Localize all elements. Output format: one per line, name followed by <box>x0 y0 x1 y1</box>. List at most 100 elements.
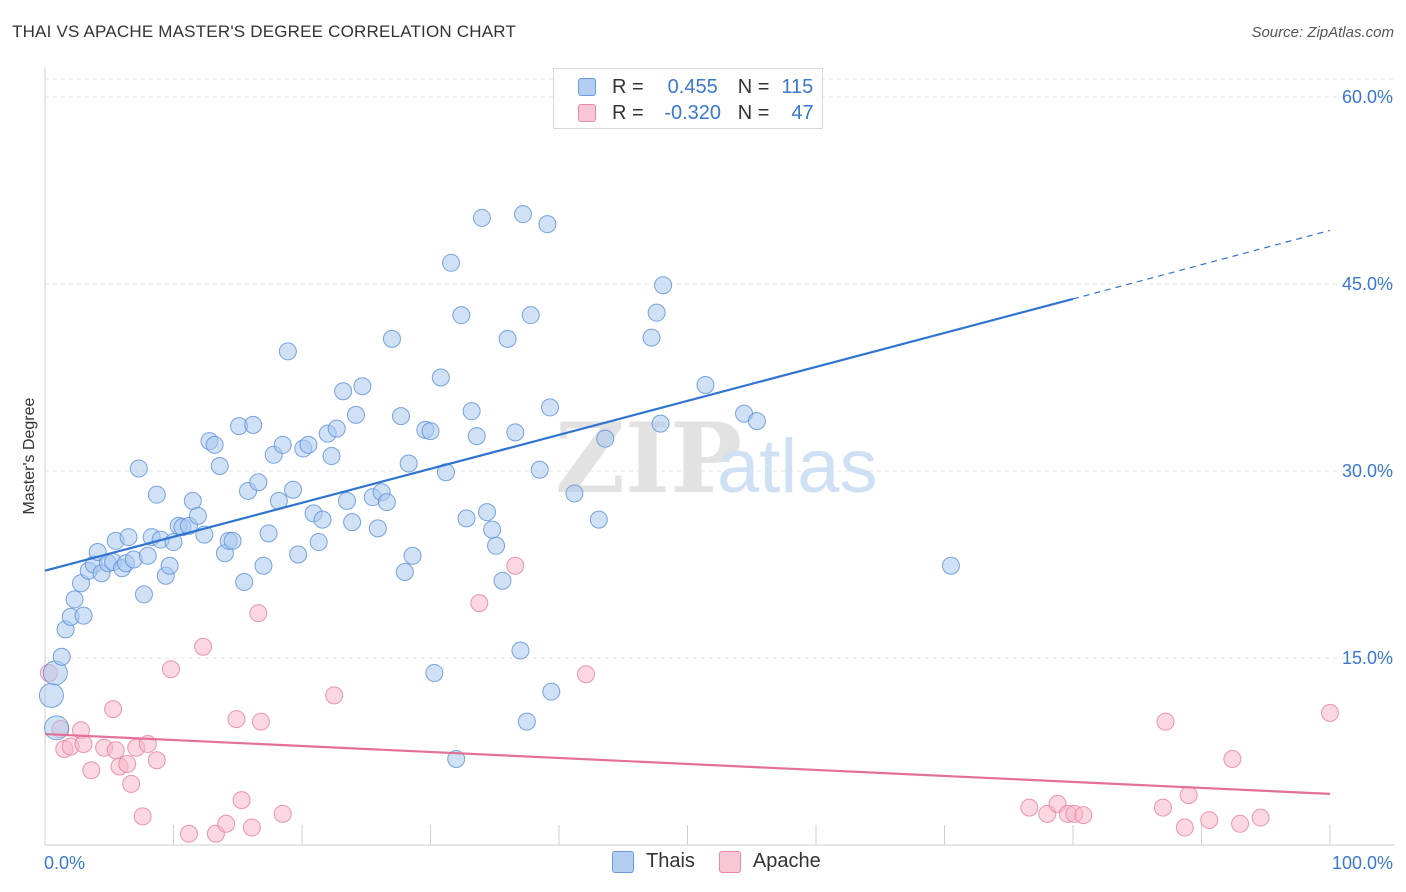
apache-point <box>227 710 246 729</box>
thais-point <box>747 412 766 431</box>
apache-point <box>104 700 123 719</box>
thais-point <box>65 590 84 609</box>
thais-point <box>541 398 560 417</box>
thais-point <box>38 682 64 708</box>
thais-point <box>530 460 549 479</box>
thais-point <box>313 510 332 529</box>
thais-point <box>129 459 148 478</box>
legend-item-thais[interactable]: Thais <box>612 850 695 873</box>
apache-point <box>1251 808 1270 827</box>
thais-point <box>589 510 608 529</box>
thais-swatch <box>578 78 596 96</box>
n-label: N = <box>737 75 770 98</box>
apache-point <box>273 804 292 823</box>
thais-point <box>696 375 715 394</box>
thais-point <box>74 606 93 625</box>
thais-point <box>337 491 356 510</box>
r-label: R = <box>612 101 644 124</box>
thais-point <box>462 402 481 421</box>
thais-point <box>487 536 506 555</box>
series-legend: Thais Apache <box>612 850 845 873</box>
apache-point <box>249 604 268 623</box>
apache-point <box>147 751 166 770</box>
thais-point <box>273 435 292 454</box>
thais-point <box>343 513 362 532</box>
grid-lines <box>45 78 1395 659</box>
thais-point <box>259 524 278 543</box>
apache-point <box>1153 798 1172 817</box>
thais-point <box>506 423 525 442</box>
apache-point <box>74 735 93 754</box>
thais-series <box>38 205 960 768</box>
thais-point <box>160 556 179 575</box>
apache-series <box>39 556 1339 843</box>
apache-point <box>232 791 251 810</box>
thais-trend-projection <box>1072 229 1331 300</box>
y-tick-label: 60.0% <box>1342 87 1393 107</box>
apache-point <box>325 686 344 705</box>
thais-point <box>565 484 584 503</box>
thais-swatch <box>612 850 634 873</box>
thais-point <box>235 572 254 591</box>
thais-point <box>138 546 157 565</box>
apache-point <box>161 660 180 679</box>
x-tick-label-min: 0.0% <box>44 853 85 873</box>
thais-point <box>493 571 512 590</box>
thais-point <box>244 415 263 434</box>
y-tick-label: 15.0% <box>1342 648 1393 668</box>
apache-point <box>1020 798 1039 817</box>
thais-point <box>223 531 242 550</box>
thais-point <box>538 215 557 234</box>
apache-point <box>1175 818 1194 837</box>
thais-point <box>514 205 533 224</box>
thais-point <box>542 682 561 701</box>
thais-point <box>457 509 476 528</box>
r-label: R = <box>612 75 644 98</box>
thais-point <box>205 435 224 454</box>
thais-point <box>447 749 466 768</box>
legend-label-apache: Apache <box>752 850 821 872</box>
thais-point <box>334 382 353 401</box>
thais-point <box>395 562 414 581</box>
thais-point <box>651 414 670 433</box>
thais-point <box>368 519 387 538</box>
thais-point <box>647 303 666 322</box>
thais-point <box>517 712 536 731</box>
thais-point <box>188 506 207 525</box>
thais-point <box>442 253 461 272</box>
legend-row-apache: R = -0.320 N = 47 <box>578 102 814 124</box>
r-value: 0.455 <box>667 75 718 98</box>
thais-point <box>322 447 341 466</box>
legend-item-apache[interactable]: Apache <box>718 850 821 873</box>
thais-point <box>399 454 418 473</box>
apache-point <box>133 807 152 826</box>
thais-point <box>941 556 960 575</box>
thais-point <box>353 377 372 396</box>
r-value: -0.320 <box>664 101 722 124</box>
thais-point <box>425 663 444 682</box>
thais-point <box>134 585 153 604</box>
thais-point <box>299 435 318 454</box>
apache-point <box>118 754 137 773</box>
thais-point <box>452 306 471 325</box>
x-tick-label-max: 100.0% <box>1332 853 1393 873</box>
thais-point <box>642 328 661 347</box>
thais-point <box>289 545 308 564</box>
apache-point <box>251 712 270 731</box>
apache-point <box>194 637 213 656</box>
apache-swatch <box>718 850 741 873</box>
thais-point <box>346 405 365 424</box>
thais-point <box>403 546 422 565</box>
thais-point <box>467 427 486 446</box>
correlation-legend: R = 0.455 N = 115 R = -0.320 N = 47 <box>553 68 823 129</box>
y-tick-label: 30.0% <box>1342 461 1393 481</box>
y-tick-label: 45.0% <box>1342 274 1393 294</box>
chart-title: THAI VS APACHE MASTER'S DEGREE CORRELATI… <box>12 22 517 41</box>
thais-point <box>654 276 673 295</box>
apache-point <box>242 818 261 837</box>
watermark-zip: ZIP <box>555 402 742 515</box>
apache-point <box>122 774 141 793</box>
trend-lines <box>44 229 1331 795</box>
thais-point <box>309 533 328 552</box>
